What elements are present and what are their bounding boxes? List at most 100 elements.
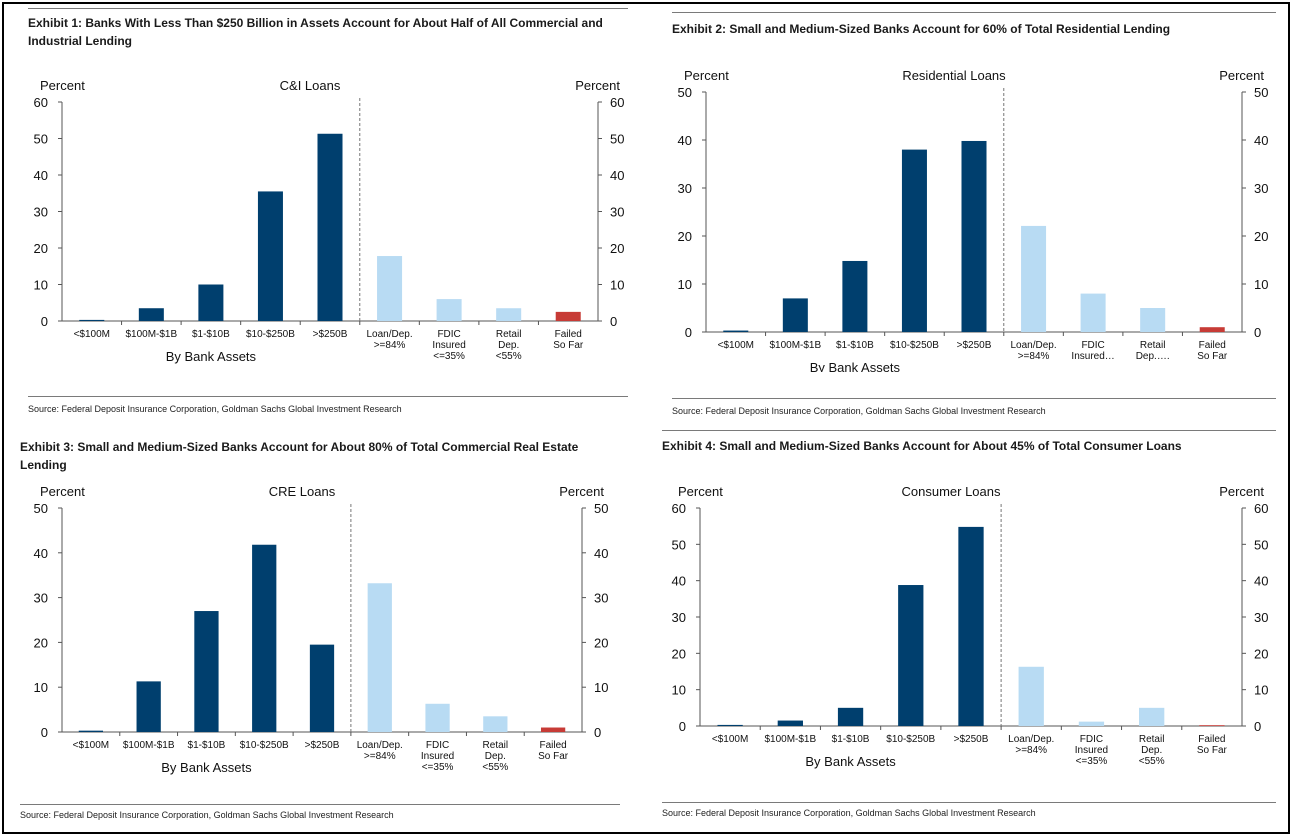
x-tick-label: So Far <box>1197 351 1228 362</box>
source-note: Source: Federal Deposit Insurance Corpor… <box>28 404 402 414</box>
x-tick-label: Retail <box>483 740 509 751</box>
x-tick-label: Loan/Dep. <box>357 740 403 751</box>
chart-title: C&I Loans <box>280 78 341 93</box>
exhibit-1-panel: Exhibit 1: Banks With Less Than $250 Bil… <box>28 8 628 418</box>
y-tick-label-right: 50 <box>1254 85 1268 100</box>
x-tick-label: $10-$250B <box>890 340 939 351</box>
bar <box>309 644 335 732</box>
bar <box>555 311 581 321</box>
right-axis-unit-label: Percent <box>1219 484 1264 499</box>
x-tick-label: Loan/Dep. <box>1008 734 1054 745</box>
x-tick-label: <=35% <box>433 351 465 362</box>
y-tick-label-left: 10 <box>34 680 48 695</box>
y-tick-label-right: 50 <box>1254 537 1268 552</box>
y-tick-label-left: 0 <box>685 325 692 340</box>
x-tick-label: So Far <box>553 340 584 351</box>
x-axis-label: By Bank Assets <box>805 754 896 769</box>
y-tick-label-right: 20 <box>1254 229 1268 244</box>
x-tick-label: $100M-$1B <box>764 734 816 745</box>
x-tick-label: Failed <box>555 329 582 340</box>
bar <box>136 681 161 732</box>
x-axis-label: By Bank Assets <box>166 349 257 364</box>
y-tick-label-left: 10 <box>678 277 692 292</box>
panel-bottom-rule <box>28 396 628 397</box>
y-tick-label-left: 0 <box>41 725 48 740</box>
y-tick-label-right: 40 <box>610 168 624 183</box>
x-tick-label: FDIC <box>1080 734 1103 745</box>
y-tick-label-left: 40 <box>672 574 686 589</box>
source-note: Source: Federal Deposit Insurance Corpor… <box>20 810 394 820</box>
panel-bottom-rule <box>20 804 620 805</box>
y-tick-label-left: 30 <box>678 181 692 196</box>
x-tick-label: Failed <box>1199 340 1226 351</box>
bar <box>540 727 566 732</box>
chart-title: Residential Loans <box>902 68 1006 83</box>
y-tick-label-left: 0 <box>679 719 686 734</box>
x-tick-label: >$250B <box>957 340 992 351</box>
x-tick-label: Failed <box>1198 734 1225 745</box>
bar <box>1018 666 1044 726</box>
bar <box>717 724 743 726</box>
x-tick-label: <$100M <box>718 340 754 351</box>
y-tick-label-left: 0 <box>41 314 48 329</box>
x-tick-label: Dep. <box>485 751 506 762</box>
y-tick-label-left: 30 <box>34 591 48 606</box>
cre-loans-chart: Percent CRE Loans Percent 0 0 10 10 20 20 30 30 40 4… <box>34 484 609 775</box>
x-tick-label: Dep. <box>1141 745 1162 756</box>
x-tick-label: >=84% <box>1015 745 1047 756</box>
x-tick-label: $1-$10B <box>192 329 230 340</box>
x-tick-label: <$100M <box>74 329 110 340</box>
y-tick-label-right: 20 <box>1254 646 1268 661</box>
bar <box>198 284 224 321</box>
y-tick-label-right: 10 <box>1254 277 1268 292</box>
right-axis-unit-label: Percent <box>559 484 604 499</box>
x-tick-label: Retail <box>1139 734 1165 745</box>
y-tick-label-left: 60 <box>34 95 48 110</box>
y-tick-label-right: 0 <box>610 314 617 329</box>
bar <box>252 544 277 732</box>
y-tick-label-right: 40 <box>1254 133 1268 148</box>
exhibit-title: Exhibit 3: Small and Medium-Sized Banks … <box>20 440 579 472</box>
panel-top-rule <box>672 12 1276 13</box>
x-tick-label: <$100M <box>712 734 748 745</box>
bar <box>496 308 522 321</box>
y-tick-label-left: 20 <box>672 646 686 661</box>
x-tick-label: Loan/Dep. <box>1010 340 1056 351</box>
bar <box>898 585 924 726</box>
y-tick-label-right: 0 <box>1254 325 1261 340</box>
y-tick-label-left: 30 <box>34 205 48 220</box>
y-tick-label-left: 50 <box>34 501 48 516</box>
bar <box>1080 293 1106 332</box>
bar <box>483 716 508 732</box>
x-tick-label: >$250B <box>313 329 348 340</box>
x-tick-label: >=84% <box>364 751 396 762</box>
y-tick-label-left: 40 <box>34 546 48 561</box>
x-tick-label: >$250B <box>954 734 989 745</box>
bar <box>1199 327 1225 332</box>
x-tick-label: Dep. <box>498 340 519 351</box>
y-tick-label-right: 10 <box>610 278 624 293</box>
bar <box>723 330 749 332</box>
exhibit-title: Exhibit 4: Small and Medium-Sized Banks … <box>662 439 1182 453</box>
y-tick-label-right: 20 <box>594 635 608 650</box>
exhibit-2-panel: Exhibit 2: Small and Medium-Sized Banks … <box>672 12 1276 422</box>
x-tick-label: >$250B <box>305 740 340 751</box>
x-tick-label: $100M-$1B <box>123 740 175 751</box>
y-tick-label-left: 10 <box>672 683 686 698</box>
x-tick-label: Insured <box>432 340 465 351</box>
x-tick-label: <55% <box>1139 756 1165 767</box>
exhibit-4-panel: Exhibit 4: Small and Medium-Sized Banks … <box>662 430 1276 830</box>
bar <box>367 583 392 732</box>
x-tick-label: FDIC <box>426 740 449 751</box>
source-note: Source: Federal Deposit Insurance Corpor… <box>662 808 1036 818</box>
exhibit-title: Exhibit 1: Banks With Less Than $250 Bil… <box>28 16 603 48</box>
y-tick-label-right: 30 <box>1254 610 1268 625</box>
x-axis-label: By Bank Assets <box>810 360 901 372</box>
x-tick-label: Insured… <box>1071 351 1114 362</box>
y-tick-label-left: 50 <box>678 85 692 100</box>
x-tick-label: <$100M <box>73 740 109 751</box>
x-tick-label: $1-$10B <box>832 734 870 745</box>
left-axis-unit-label: Percent <box>40 78 85 93</box>
bar <box>436 299 462 321</box>
bar <box>377 256 403 321</box>
